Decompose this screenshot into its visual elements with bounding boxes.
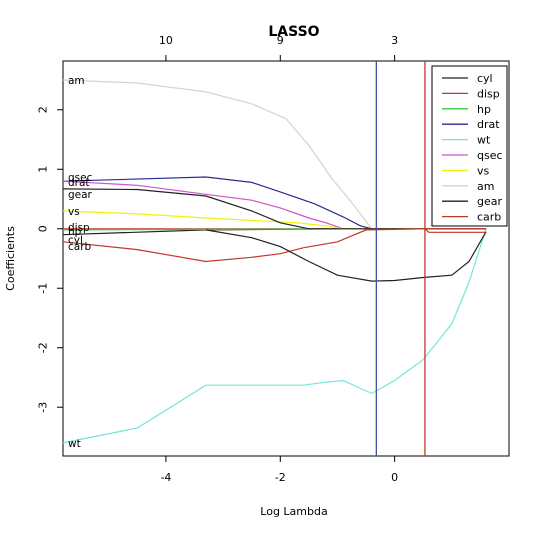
y-tick-label: 0 (37, 225, 50, 232)
legend-label-am: am (477, 180, 494, 193)
legend-label-wt: wt (477, 134, 491, 147)
x-tick-label: -2 (275, 471, 286, 484)
top-tick-label: 9 (277, 34, 284, 47)
series-line-wt (62, 228, 487, 444)
legend-label-hp: hp (477, 103, 491, 116)
top-tick-label: 10 (159, 34, 173, 47)
y-tick-label: 2 (37, 106, 50, 113)
x-axis-title: Log Lambda (260, 505, 327, 518)
end-label-cyl: cyl (68, 235, 83, 247)
end-label-vs: vs (68, 206, 80, 218)
legend-label-drat: drat (477, 118, 500, 131)
top-tick-label: 3 (391, 34, 398, 47)
legend-box (431, 65, 508, 227)
path-segment-0 (205, 229, 487, 282)
chart-title: LASSO (268, 24, 319, 40)
y-tick-label: -1 (37, 283, 50, 294)
legend-label-cyl: cyl (477, 72, 493, 85)
x-tick-label: -4 (160, 471, 171, 484)
end-label-am: am (68, 75, 85, 87)
y-tick-label: -3 (37, 402, 50, 413)
legend-label-gear: gear (477, 195, 502, 208)
end-label-hp: hp (68, 226, 82, 238)
end-label-drat: drat (68, 177, 90, 189)
series-line-carb (62, 228, 487, 263)
end-label-qsec: qsec (68, 172, 93, 184)
legend-label-carb: carb (477, 211, 501, 224)
y-tick-label: 1 (37, 166, 50, 173)
plot-frame (62, 60, 510, 457)
end-label-wt: wt (68, 438, 81, 450)
axes-layer: -4 -2 0 10 9 3 -3 -2 -1 0 1 2 (37, 34, 399, 484)
end-label-disp: disp (68, 222, 90, 234)
end-label-carb: carb (68, 241, 92, 253)
path-segment-1 (424, 228, 487, 233)
legend-label-qsec: qsec (477, 149, 503, 162)
series-line-gear (62, 188, 487, 230)
x-tick-label: 0 (391, 471, 398, 484)
end-label-gear: gear (68, 189, 93, 201)
legend: cyl disp hp drat wt qsec vs am gear carb (431, 65, 508, 227)
y-tick-label: -2 (37, 342, 50, 353)
legend-label-disp: disp (477, 87, 500, 100)
y-axis-title: Coefficients (4, 226, 17, 291)
legend-label-vs: vs (477, 164, 490, 177)
lines-layer (62, 61, 487, 456)
